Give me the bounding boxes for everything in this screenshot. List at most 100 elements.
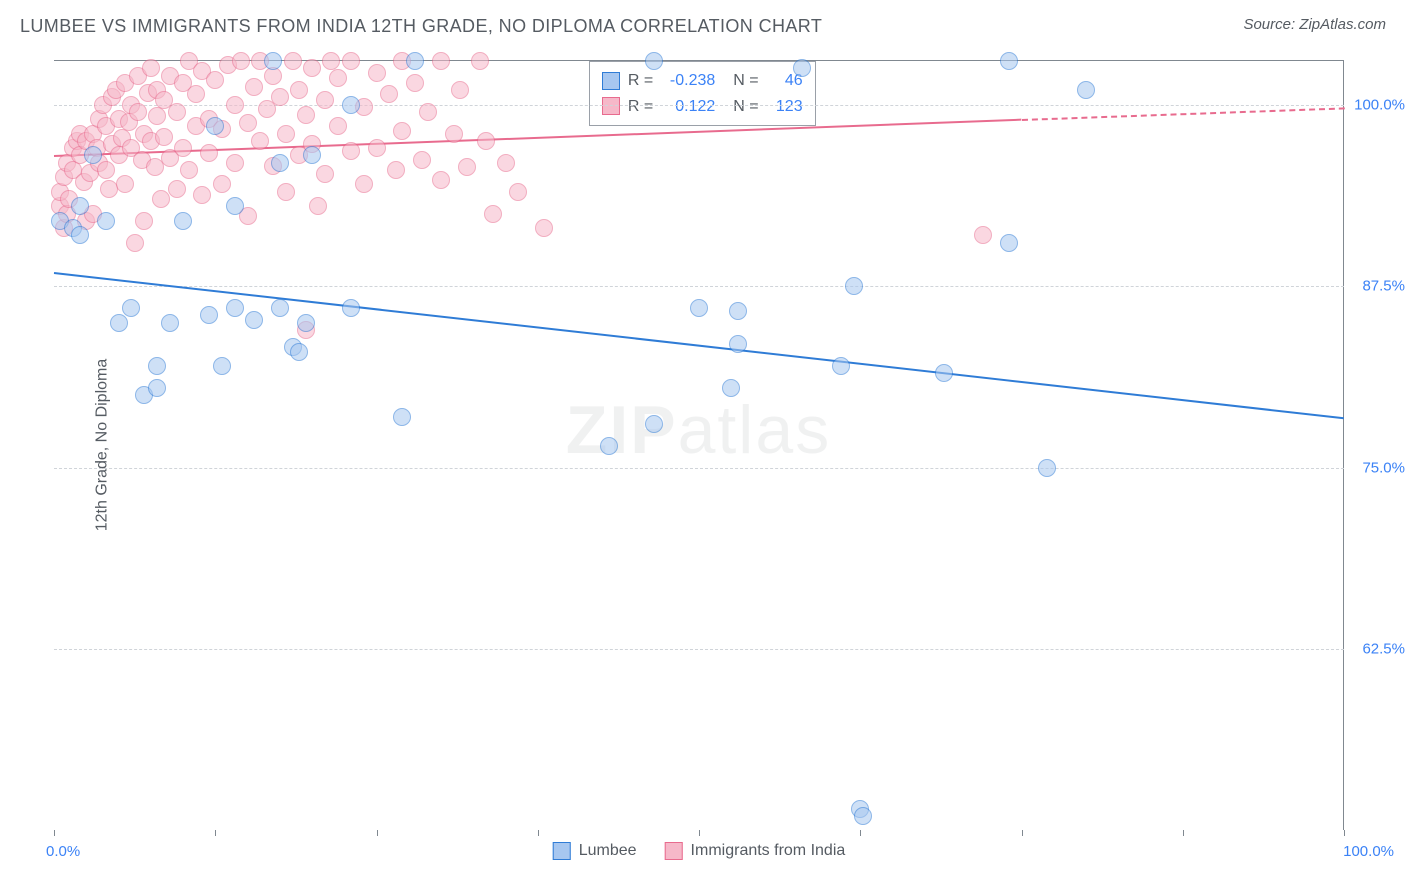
x-tick — [538, 830, 539, 836]
lumbee-point — [264, 52, 282, 70]
india-point — [458, 158, 476, 176]
india-swatch-icon — [602, 97, 620, 115]
x-tick — [54, 830, 55, 836]
india-point — [271, 88, 289, 106]
india-point — [297, 106, 315, 124]
lumbee-point — [213, 357, 231, 375]
stats-n-value: 123 — [767, 94, 803, 120]
y-tick-label: 75.0% — [1349, 459, 1405, 476]
x-tick — [1183, 830, 1184, 836]
x-tick — [377, 830, 378, 836]
india-point — [368, 139, 386, 157]
india-point — [148, 107, 166, 125]
lumbee-point — [1000, 52, 1018, 70]
lumbee-point — [729, 335, 747, 353]
india-point — [152, 190, 170, 208]
india-point — [329, 117, 347, 135]
india-point — [380, 85, 398, 103]
legend-label: Immigrants from India — [691, 842, 846, 860]
x-tick — [1022, 830, 1023, 836]
x-tick — [860, 830, 861, 836]
india-point — [226, 96, 244, 114]
lumbee-point — [406, 52, 424, 70]
legend-item-lumbee: Lumbee — [553, 842, 637, 860]
x-axis-max-label: 100.0% — [1343, 843, 1394, 860]
plot-area: ZIPatlas R = -0.238 N = 46 R = 0.122 N =… — [54, 60, 1344, 830]
india-point — [509, 183, 527, 201]
trend-line — [54, 272, 1344, 419]
india-point — [277, 125, 295, 143]
india-point — [168, 180, 186, 198]
stats-row-lumbee: R = -0.238 N = 46 — [602, 68, 803, 94]
lumbee-point — [297, 314, 315, 332]
stats-row-india: R = 0.122 N = 123 — [602, 94, 803, 120]
stats-r-value: 0.122 — [661, 94, 715, 120]
lumbee-swatch-icon — [602, 72, 620, 90]
lumbee-point — [206, 117, 224, 135]
india-point — [342, 142, 360, 160]
lumbee-point — [729, 302, 747, 320]
india-point — [284, 52, 302, 70]
india-point — [200, 144, 218, 162]
gridline — [54, 286, 1344, 287]
india-point — [484, 205, 502, 223]
header-row: LUMBEE VS IMMIGRANTS FROM INDIA 12TH GRA… — [0, 0, 1406, 47]
india-point — [206, 71, 224, 89]
india-point — [497, 154, 515, 172]
lumbee-point — [393, 408, 411, 426]
india-point — [303, 59, 321, 77]
lumbee-point — [174, 212, 192, 230]
lumbee-point — [161, 314, 179, 332]
india-point — [168, 103, 186, 121]
lumbee-point — [148, 379, 166, 397]
trend-line — [1021, 107, 1344, 121]
india-point — [239, 114, 257, 132]
india-point — [155, 128, 173, 146]
lumbee-point — [1000, 234, 1018, 252]
legend-bottom: Lumbee Immigrants from India — [553, 842, 846, 860]
lumbee-point — [1077, 81, 1095, 99]
stats-r-label: R = — [628, 68, 653, 94]
lumbee-point — [245, 311, 263, 329]
x-tick — [1344, 830, 1345, 836]
india-point — [213, 175, 231, 193]
india-point — [290, 81, 308, 99]
india-point — [413, 151, 431, 169]
india-point — [245, 78, 263, 96]
lumbee-point — [645, 415, 663, 433]
lumbee-point — [845, 277, 863, 295]
india-point — [316, 165, 334, 183]
india-point — [445, 125, 463, 143]
india-point — [309, 197, 327, 215]
lumbee-point — [71, 226, 89, 244]
india-point — [477, 132, 495, 150]
india-point — [406, 74, 424, 92]
x-tick — [215, 830, 216, 836]
y-tick-label: 62.5% — [1349, 641, 1405, 658]
india-point — [535, 219, 553, 237]
india-point — [277, 183, 295, 201]
india-point — [135, 212, 153, 230]
gridline — [54, 649, 1344, 650]
india-point — [193, 186, 211, 204]
india-point — [419, 103, 437, 121]
lumbee-point — [271, 154, 289, 172]
gridline — [54, 105, 1344, 106]
lumbee-point — [122, 299, 140, 317]
india-point — [432, 52, 450, 70]
chart-title: LUMBEE VS IMMIGRANTS FROM INDIA 12TH GRA… — [20, 16, 822, 37]
india-point — [974, 226, 992, 244]
lumbee-point — [722, 379, 740, 397]
x-axis-min-label: 0.0% — [46, 843, 80, 860]
lumbee-point — [935, 364, 953, 382]
lumbee-point — [271, 299, 289, 317]
india-point — [322, 52, 340, 70]
gridline — [54, 468, 1344, 469]
india-point — [226, 154, 244, 172]
india-point — [393, 122, 411, 140]
stats-legend-box: R = -0.238 N = 46 R = 0.122 N = 123 — [589, 61, 816, 126]
india-point — [342, 52, 360, 70]
legend-label: Lumbee — [579, 842, 637, 860]
stats-r-label: R = — [628, 94, 653, 120]
y-tick-label: 87.5% — [1349, 278, 1405, 295]
